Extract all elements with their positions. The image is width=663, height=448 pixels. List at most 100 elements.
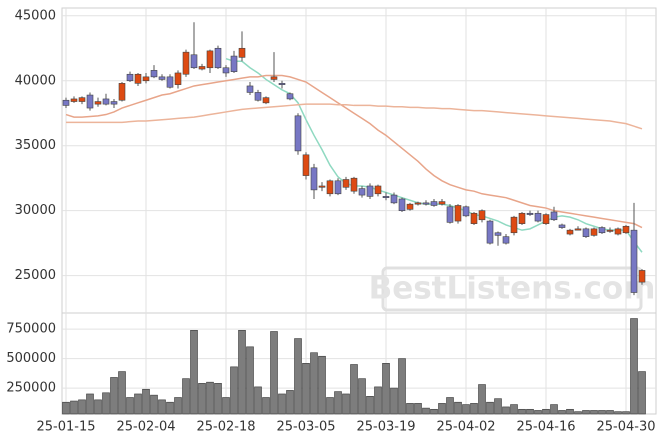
- candle-body: [270, 76, 278, 80]
- volume-bar: [494, 398, 502, 415]
- volume-bar: [182, 378, 190, 415]
- x-tick-label: 25-04-16: [516, 420, 575, 435]
- candle-body: [558, 224, 566, 228]
- volume-bar: [454, 401, 462, 415]
- candle-body: [286, 93, 294, 100]
- candle-body: [358, 188, 366, 196]
- volume-bar: [310, 352, 318, 415]
- volume-bar: [598, 410, 606, 415]
- candle-body: [206, 50, 214, 69]
- candle-body: [70, 98, 78, 102]
- volume-bar: [294, 338, 302, 415]
- volume-bar: [438, 403, 446, 415]
- volume-bar: [382, 363, 390, 415]
- volume-bar: [230, 366, 238, 415]
- volume-bar: [110, 377, 118, 415]
- volume-bar: [542, 408, 550, 415]
- volume-bar: [550, 404, 558, 415]
- candle-body: [174, 72, 182, 85]
- volume-bar: [62, 401, 70, 415]
- candle-body: [182, 51, 190, 75]
- volume-bar: [334, 391, 342, 415]
- y-tick-label: 25000: [15, 268, 56, 283]
- candle-body: [318, 185, 326, 188]
- candle-body: [614, 228, 622, 235]
- candle-body: [454, 205, 462, 222]
- candle-body: [366, 185, 374, 197]
- x-tick-label: 25-02-18: [196, 420, 255, 435]
- candle-body: [534, 212, 542, 222]
- volume-bar: [302, 363, 310, 415]
- volume-bar: [366, 396, 374, 415]
- candle-body: [94, 101, 102, 105]
- candle-body: [462, 206, 470, 217]
- candle-body: [230, 55, 238, 72]
- candle-body: [294, 115, 302, 152]
- candle-body: [302, 154, 310, 176]
- volume-bar: [574, 411, 582, 415]
- volume-bar: [502, 406, 510, 415]
- candle-body: [62, 99, 70, 106]
- candle-body: [382, 196, 390, 198]
- candle-body: [414, 202, 422, 205]
- candle-body: [502, 236, 510, 244]
- volume-bar: [510, 404, 518, 415]
- candle-body: [118, 83, 126, 101]
- volume-bar: [78, 399, 86, 415]
- watermark-box: [381, 266, 643, 312]
- volume-bar: [638, 371, 646, 415]
- candle-body: [582, 228, 590, 237]
- candle-body: [598, 227, 606, 234]
- volume-tick-label: 750000: [6, 322, 56, 337]
- candle-body: [86, 94, 94, 109]
- candle-body: [494, 232, 502, 236]
- volume-bar: [86, 393, 94, 415]
- volume-bar: [118, 371, 126, 415]
- volume-bar: [590, 410, 598, 415]
- volume-bar: [478, 384, 486, 415]
- volume-bar: [270, 331, 278, 415]
- volume-bar: [414, 403, 422, 415]
- candle-body: [374, 185, 382, 195]
- candle-body: [326, 180, 334, 195]
- candle-body: [102, 98, 110, 105]
- candle-body: [166, 76, 174, 88]
- volume-bar: [342, 393, 350, 415]
- volume-bar: [214, 383, 222, 415]
- candle-body: [190, 54, 198, 69]
- volume-bar: [350, 364, 358, 415]
- candle-body: [422, 202, 430, 205]
- candle-body: [142, 76, 150, 82]
- candle-body: [158, 76, 166, 80]
- candle-body: [334, 180, 342, 195]
- watermark: BestListens.com: [369, 271, 656, 307]
- volume-bar: [518, 408, 526, 415]
- candle-body: [438, 201, 446, 205]
- volume-bar: [582, 410, 590, 415]
- candle-body: [198, 66, 206, 70]
- volume-bar: [398, 358, 406, 415]
- volume-bar: [526, 408, 534, 415]
- candle-body: [214, 47, 222, 69]
- volume-bar: [374, 386, 382, 415]
- moving-average: [66, 103, 643, 130]
- volume-tick-label: 250000: [6, 381, 56, 396]
- volume-bar: [406, 403, 414, 415]
- x-tick-label: 25-04-02: [436, 420, 495, 435]
- volume-bar: [470, 403, 478, 415]
- candle-body: [486, 220, 494, 244]
- candle-body: [278, 83, 286, 85]
- candle-body: [406, 203, 414, 210]
- moving-average: [65, 74, 643, 229]
- volume-bar: [486, 401, 494, 415]
- candle-body: [550, 211, 558, 221]
- volume-bar: [94, 399, 102, 415]
- volume-bar: [462, 404, 470, 415]
- candle-body: [574, 228, 582, 231]
- volume-bar: [166, 401, 174, 415]
- volume-bar: [446, 397, 454, 415]
- volume-bar: [278, 393, 286, 415]
- candle-body: [518, 212, 526, 224]
- candle-body: [398, 198, 406, 211]
